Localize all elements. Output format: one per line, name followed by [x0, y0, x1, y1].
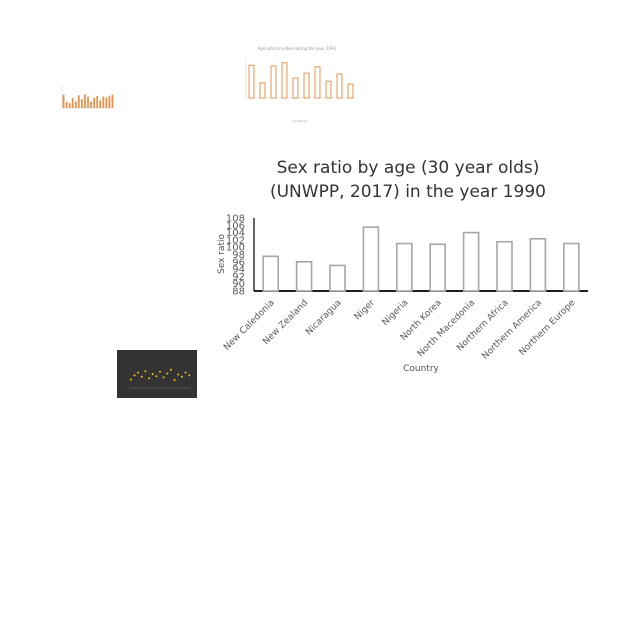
thumb-c-point: [177, 373, 180, 376]
thumbnail-b-title: Agricultural index during the year 1991: [257, 46, 337, 51]
y-tick-label: 104: [226, 228, 245, 239]
thumb-c-point: [151, 373, 154, 375]
thumb-a-bar: [71, 98, 74, 108]
x-tick-label: Northern America: [480, 298, 544, 362]
thumbnail-scatter-chart-dark: [117, 350, 197, 398]
thumb-c-point: [129, 378, 132, 381]
y-tick-label: 98: [232, 250, 245, 261]
thumb-a-bar: [108, 95, 111, 108]
thumbnail-b-xlabel: Countries: [293, 119, 308, 123]
bar: [295, 261, 313, 292]
thumb-b-bar: [248, 64, 255, 99]
thumb-c-point: [159, 370, 161, 373]
thumb-b-bar: [303, 72, 310, 99]
thumb-c-point: [180, 375, 183, 378]
thumb-a-bar: [65, 101, 68, 108]
thumb-c-point: [162, 376, 165, 379]
y-tick-label: 88: [232, 287, 245, 298]
thumb-a-bar: [77, 95, 80, 108]
thumb-c-point: [166, 372, 169, 375]
thumb-b-bar: [325, 80, 332, 99]
x-tick-label: Nigeria: [381, 298, 411, 328]
thumbnail-agricultural-index-chart: Agricultural index during the year 1991 …: [228, 44, 366, 124]
thumb-a-bar: [87, 96, 89, 108]
y-tick-label: 90: [232, 279, 245, 290]
x-tick-label: Nicaragua: [304, 298, 343, 337]
x-tick-label: North Macedonia: [416, 298, 477, 359]
bar: [429, 243, 447, 292]
thumb-a-bar: [102, 96, 105, 108]
y-tick-label: 94: [232, 265, 245, 276]
thumb-b-bar: [347, 83, 354, 99]
thumb-a-bar: [111, 94, 114, 108]
thumbnail-c-svg: [129, 368, 191, 389]
bar: [262, 255, 280, 292]
thumb-c-point: [184, 371, 187, 374]
thumb-a-bar: [62, 94, 65, 108]
y-tick-label: 106: [226, 221, 245, 232]
thumb-a-bar: [105, 97, 108, 108]
thumb-a-bar: [68, 103, 71, 108]
chart-subtitle: (UNWPP, 2017) in the year 1990: [269, 182, 546, 202]
thumb-b-bar: [270, 65, 277, 99]
thumbnail-a-svg: [61, 86, 114, 109]
bar: [529, 238, 547, 292]
bar: [329, 264, 346, 292]
thumb-c-point: [148, 377, 151, 380]
bar: [562, 242, 580, 292]
x-tick-label: Northern Europe: [518, 298, 578, 358]
chart-plot-svg: Sex ratio Country 8890929496981001021041…: [217, 214, 588, 374]
thumbnail-bar-chart-small: [52, 70, 118, 132]
sex-ratio-chart: Sex ratio by age (30 year olds) (UNWPP, …: [212, 150, 604, 380]
bar: [462, 231, 480, 292]
thumb-a-bar: [93, 97, 96, 108]
thumb-c-point: [140, 375, 143, 378]
y-tick-label: 100: [226, 243, 245, 254]
thumb-a-bar: [99, 100, 102, 108]
thumb-a-bar: [74, 101, 77, 108]
thumb-b-bar: [281, 62, 288, 99]
x-axis-label: Country: [403, 364, 439, 374]
thumb-a-bar: [80, 99, 83, 108]
y-tick-label: 108: [226, 214, 245, 225]
thumb-a-bar: [90, 101, 92, 108]
bar: [395, 242, 413, 292]
thumb-c-point: [173, 379, 176, 382]
thumb-b-bar: [259, 82, 266, 99]
thumb-c-point: [137, 371, 140, 374]
thumb-c-point: [188, 374, 191, 377]
thumbnail-b-svg: Agricultural index during the year 1991 …: [245, 46, 356, 123]
bar: [362, 226, 380, 292]
chart-title: Sex ratio by age (30 year olds): [276, 158, 540, 178]
y-tick-label: 96: [232, 257, 245, 268]
thumb-b-bar: [336, 73, 343, 99]
y-tick-label: 102: [226, 235, 245, 246]
thumb-c-point: [155, 375, 158, 378]
thumb-c-point: [144, 370, 147, 373]
y-tick-label: 92: [232, 272, 245, 283]
y-axis-label: Sex ratio: [217, 233, 227, 274]
x-tick-label: Niger: [353, 298, 377, 322]
thumb-c-point: [133, 374, 136, 377]
bar: [496, 240, 513, 292]
thumb-a-bar: [84, 94, 86, 108]
thumb-c-point: [169, 368, 172, 371]
thumb-a-bar: [96, 95, 99, 108]
thumb-b-bar: [292, 77, 299, 99]
thumb-b-bar: [314, 66, 321, 99]
